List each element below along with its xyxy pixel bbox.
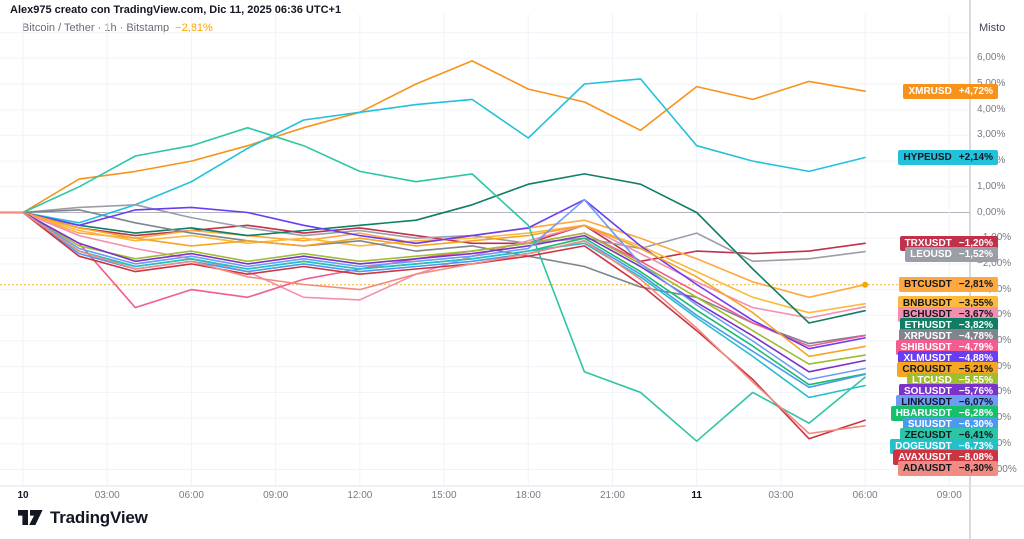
time-tick-label: 12:00 [347,490,373,501]
price-label-change: −6,30% [958,419,993,431]
price-label-symbol: ADAUSDT [902,463,952,475]
time-tick-label: 03:00 [94,490,120,501]
series-line-HYPEUSD[interactable] [0,78,866,224]
symbol-legend[interactable]: Bitcoin / Tether · 1h · Bitstamp −2,81% [22,22,213,34]
time-tick-label: 18:00 [515,490,541,501]
time-tick-label: 11 [691,490,702,501]
price-label-change: −8,30% [958,463,993,475]
active-series-dot [862,281,869,288]
time-tick-label: 09:00 [936,490,962,501]
price-label-change: −2,81% [958,279,993,291]
series-line-CROUSDT[interactable] [0,211,866,358]
price-label-symbol: CROUSDT [902,364,952,376]
price-tick-label: 1,00% [977,180,1006,192]
series-line-LINKUSDT[interactable] [0,198,866,381]
price-label-symbol: ZECUSDT [904,430,952,442]
price-label-change: −3,55% [958,298,993,310]
price-label-change: −3,67% [958,309,993,321]
tradingview-logo[interactable]: TradingView [18,507,148,529]
price-label-change: −1,20% [958,237,993,249]
series-line-BNBUSDT[interactable] [0,211,866,314]
price-label-symbol: LTCUSD [911,375,952,387]
price-label-symbol: AVAXUSDT [898,452,952,464]
time-tick-label: 21:00 [599,490,625,501]
time-tick-label: 09:00 [263,490,289,501]
tradingview-logo-icon [18,510,43,525]
price-label-HYPEUSD[interactable]: HYPEUSD +2,14% [898,150,998,165]
series-line-XRPUSDT[interactable] [0,209,866,345]
time-tick-label: 06:00 [852,490,878,501]
price-label-change: −6,07% [958,397,993,409]
price-label-symbol: BCHUSDT [902,309,952,321]
price-label-symbol: LINKUSDT [901,397,952,409]
price-tick-label: 3,00% [977,129,1006,141]
price-label-symbol: SUIUSDT [907,419,952,431]
price-label-change: −4,79% [958,342,993,354]
attribution-text: Alex975 creato con TradingView.com, Dic … [10,4,342,16]
price-label-change: −5,55% [958,375,993,387]
price-label-symbol: XRPUSDT [904,331,952,343]
price-label-change: +2,14% [958,152,993,163]
price-axis-mode-label: Misto [979,22,1006,34]
price-label-symbol: SOLUSDT [904,386,952,398]
price-label-XMRUSD[interactable]: XMRUSD +4,72% [903,83,998,99]
price-label-change: −1,52% [958,248,993,260]
price-label-BTCUSDT[interactable]: BTCUSDT −2,81% [899,277,998,293]
price-label-symbol: HBARUSDT [895,408,952,420]
price-label-change: +4,72% [958,85,993,97]
price-label-change: −6,28% [958,408,993,420]
tradingview-logo-text: TradingView [50,508,148,527]
price-label-change: −6,73% [958,441,993,453]
price-label-symbol: LEOUSD [910,248,952,260]
series-line-ETHUSDT[interactable] [0,173,866,324]
price-tick-label: 4,00% [977,103,1006,115]
price-tick-label: 6,00% [977,52,1006,64]
price-label-symbol: BNBUSDT [902,298,952,310]
series-line-XMRUSD[interactable] [0,60,866,214]
series-line-ADAUSDT[interactable] [0,211,866,435]
series-line-ZECUSDT[interactable] [0,126,866,443]
price-label-symbol: ETHUSDT [904,320,952,332]
price-label-change: −4,78% [958,331,993,343]
price-label-symbol: XMRUSD [908,85,952,97]
price-tick-label: −2,00% [977,257,1012,269]
price-label-change: −8,08% [958,452,993,464]
price-label-symbol: TRXUSDT [904,237,952,249]
series-line-SOLUSDT[interactable] [0,211,866,373]
price-label-symbol: SHIBUSDT [900,342,952,354]
time-tick-label: 06:00 [178,490,204,501]
symbol-change-value: −2,81% [175,22,213,34]
series-line-TRXUSDT[interactable] [0,211,866,263]
price-label-symbol: BTCUSDT [904,279,952,291]
price-label-ADAUSDT[interactable]: ADAUSDT −8,30% [897,461,998,477]
price-label-change: −6,41% [958,430,993,442]
price-label-change: −5,76% [958,386,993,398]
series-line-XLMUSDT[interactable] [0,198,866,350]
price-label-symbol: DOGEUSDT [895,441,952,453]
price-label-symbol: HYPEUSD [903,152,952,163]
time-tick-label: 03:00 [768,490,794,501]
price-label-symbol: XLMUSDT [903,353,952,365]
series-line-LEOUSD[interactable] [0,204,866,263]
price-label-change: −4,88% [958,353,993,365]
symbol-description: Bitcoin / Tether · 1h · Bitstamp [22,22,170,34]
price-tick-label: 0,00% [977,206,1006,218]
price-tick-label: 5,00% [977,78,1005,90]
price-label-change: −3,82% [958,320,993,332]
price-label-LEOUSD[interactable]: LEOUSD −1,52% [905,246,998,262]
time-tick-label: 10 [17,490,29,501]
price-label-change: −5,21% [958,364,993,376]
time-tick-label: 15:00 [431,490,457,501]
series-line-DOGEUSDT[interactable] [0,211,866,399]
